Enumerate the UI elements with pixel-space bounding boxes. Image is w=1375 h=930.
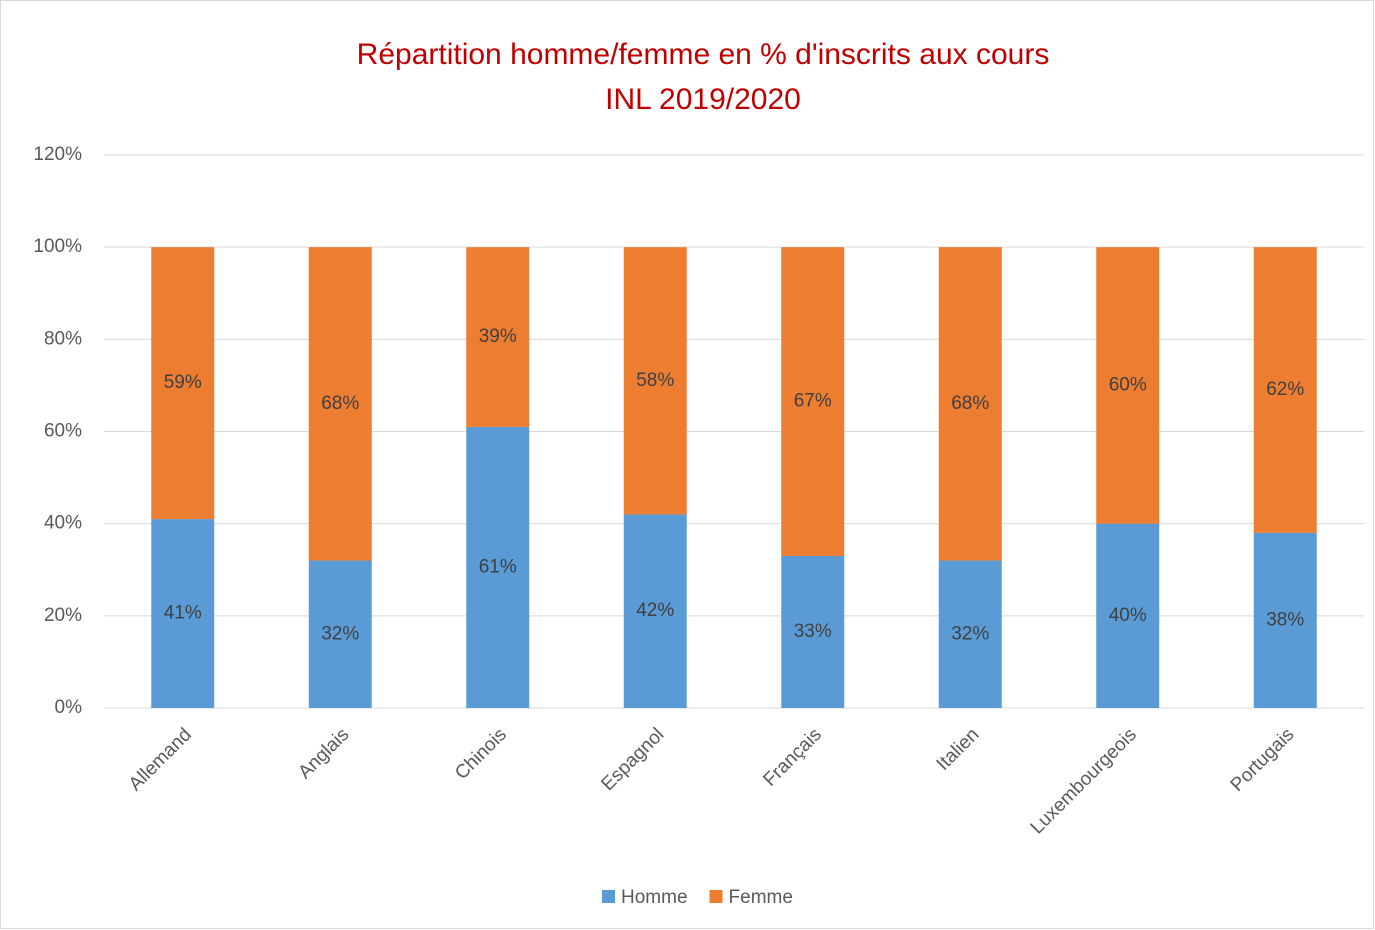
data-label: 33% bbox=[794, 621, 832, 642]
data-label: 32% bbox=[321, 623, 359, 644]
legend-swatch bbox=[602, 890, 615, 903]
bar-segment bbox=[151, 519, 215, 708]
bar-segment bbox=[151, 247, 215, 520]
y-tick-label: 20% bbox=[44, 605, 82, 626]
bar-segment bbox=[938, 247, 1002, 561]
chart-title: Répartition homme/femme en % d'inscrits … bbox=[357, 38, 1050, 71]
bar-segment bbox=[781, 555, 845, 708]
y-tick-label: 80% bbox=[44, 328, 82, 349]
data-label: 40% bbox=[1109, 605, 1147, 626]
y-tick-label: 60% bbox=[44, 421, 82, 442]
bar-segment bbox=[1096, 247, 1160, 524]
data-label: 59% bbox=[164, 372, 202, 393]
bar-segment bbox=[623, 247, 687, 515]
y-tick-label: 100% bbox=[33, 236, 82, 257]
data-label: 58% bbox=[636, 370, 674, 391]
data-label: 61% bbox=[479, 556, 517, 577]
legend-swatch bbox=[709, 890, 723, 903]
chart-title: INL 2019/2020 bbox=[605, 83, 801, 116]
bar-segment bbox=[308, 247, 372, 561]
bar-segment bbox=[1096, 523, 1160, 708]
bar-segment bbox=[781, 247, 845, 556]
legend-label: Femme bbox=[729, 887, 793, 908]
data-label: 62% bbox=[1266, 379, 1304, 400]
bar-segment bbox=[466, 247, 530, 427]
y-tick-label: 40% bbox=[44, 513, 82, 534]
data-label: 32% bbox=[951, 623, 989, 644]
data-label: 41% bbox=[164, 603, 202, 624]
data-label: 67% bbox=[794, 391, 832, 412]
legend-label: Homme bbox=[621, 887, 688, 908]
y-tick-label: 120% bbox=[33, 144, 82, 165]
y-tick-label: 0% bbox=[55, 697, 83, 718]
data-label: 38% bbox=[1266, 609, 1304, 630]
data-label: 68% bbox=[951, 393, 989, 414]
data-label: 68% bbox=[321, 393, 359, 414]
bar-segment bbox=[1253, 247, 1317, 533]
data-label: 39% bbox=[479, 326, 517, 347]
bar-segment bbox=[308, 560, 372, 708]
data-label: 60% bbox=[1109, 374, 1147, 395]
bar-segment bbox=[1253, 532, 1317, 708]
bar-segment bbox=[466, 426, 530, 708]
bar-segment bbox=[623, 514, 687, 708]
data-label: 42% bbox=[636, 600, 674, 621]
bar-segment bbox=[938, 560, 1002, 708]
